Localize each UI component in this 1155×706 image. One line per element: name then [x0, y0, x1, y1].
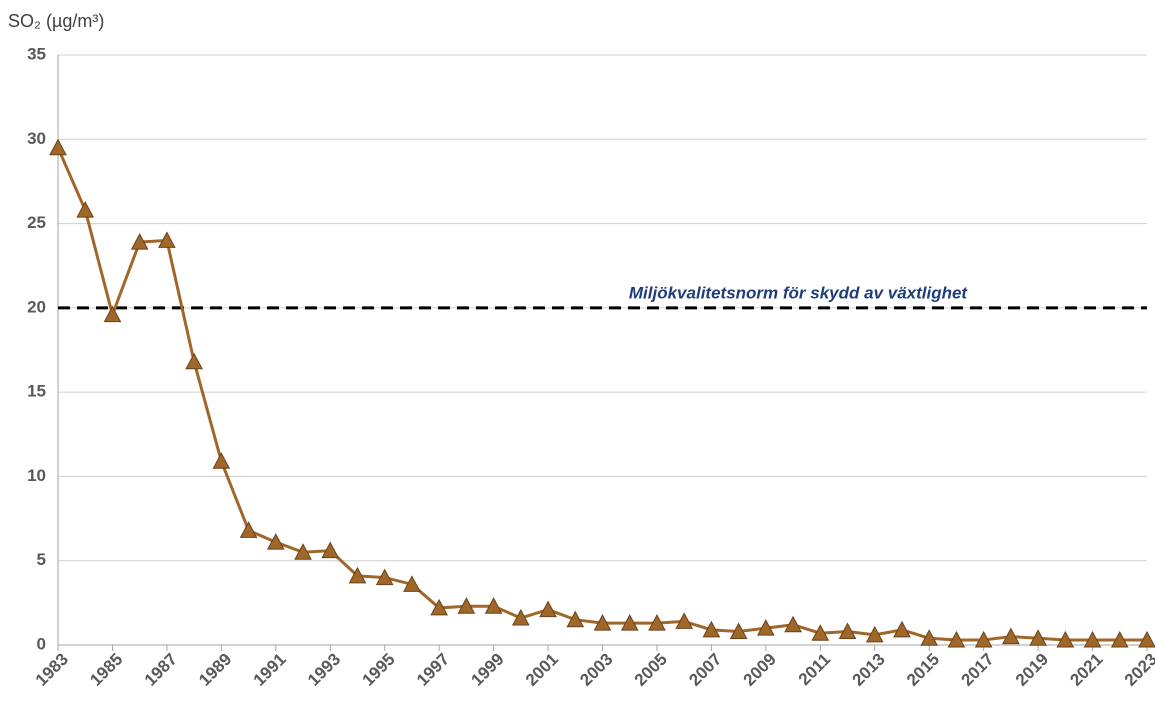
data-marker: [49, 138, 67, 156]
data-marker: [294, 543, 312, 560]
y-tick-label: 10: [27, 466, 46, 485]
x-tick-label: 1985: [86, 650, 126, 690]
data-marker: [1029, 629, 1047, 646]
data-marker: [539, 600, 557, 618]
data-marker: [266, 533, 285, 550]
x-tick-label: 2001: [522, 650, 562, 690]
data-marker: [729, 622, 748, 640]
data-marker: [1002, 627, 1020, 645]
x-tick-label: 2011: [795, 650, 835, 690]
data-marker: [348, 566, 367, 584]
data-marker: [321, 541, 340, 559]
data-line: [56, 147, 1147, 642]
data-marker: [784, 615, 802, 633]
x-tick-label: 1989: [195, 650, 235, 690]
x-tick-label: 2005: [631, 650, 671, 690]
x-tick-label: 1999: [467, 650, 507, 690]
y-tick-label: 5: [37, 550, 46, 569]
x-tick-label: 1987: [141, 650, 181, 690]
data-marker: [158, 231, 176, 248]
x-tick-label: 2013: [849, 650, 889, 690]
x-tick-label: 1983: [32, 650, 72, 690]
x-tick-label: 2003: [576, 650, 616, 690]
data-marker: [484, 597, 503, 614]
x-tick-label: 1993: [304, 650, 344, 690]
data-marker: [430, 598, 448, 616]
data-marker: [620, 614, 639, 631]
y-tick-label: 15: [27, 382, 46, 401]
data-marker: [185, 352, 203, 370]
data-marker: [1138, 630, 1155, 648]
y-tick-label: 30: [27, 129, 46, 148]
x-tick-label: 1995: [359, 650, 399, 690]
data-marker: [947, 630, 966, 648]
x-tick-label: 2007: [685, 650, 725, 690]
y-axis-label: SO₂ (µg/m³): [8, 11, 104, 31]
x-tick-label: 1997: [413, 650, 453, 690]
data-marker: [76, 201, 95, 218]
reference-label: Miljökvalitetsnorm för skydd av växtligh…: [629, 283, 969, 302]
data-marker: [838, 622, 857, 640]
data-marker: [811, 624, 830, 641]
x-tick-label: 2021: [1066, 650, 1106, 690]
x-tick-label: 2009: [740, 650, 780, 690]
y-tick-label: 35: [27, 44, 46, 63]
data-marker: [375, 568, 394, 586]
y-tick-label: 20: [27, 297, 46, 316]
data-marker: [974, 630, 993, 648]
x-tick-label: 2023: [1121, 650, 1155, 690]
x-tick-label: 2019: [1012, 650, 1052, 690]
data-marker: [648, 614, 666, 631]
data-marker: [702, 620, 721, 638]
data-marker: [566, 610, 585, 628]
data-marker: [865, 625, 884, 643]
x-tick-label: 2015: [903, 650, 943, 690]
data-marker: [1110, 630, 1129, 648]
data-marker: [103, 305, 122, 323]
data-marker: [212, 452, 231, 469]
x-tick-label: 2017: [957, 650, 997, 690]
data-marker: [457, 597, 476, 614]
data-marker: [893, 620, 911, 638]
data-marker: [403, 575, 421, 592]
data-marker: [757, 619, 775, 636]
data-marker: [511, 608, 530, 626]
data-marker: [920, 629, 939, 646]
data-marker: [675, 612, 694, 629]
y-tick-label: 0: [37, 634, 46, 653]
data-marker: [239, 521, 258, 538]
x-tick-label: 1991: [250, 650, 290, 690]
y-tick-label: 25: [27, 213, 46, 232]
data-marker: [593, 614, 612, 631]
data-marker: [130, 233, 149, 250]
data-marker: [1056, 630, 1075, 648]
data-marker: [1083, 630, 1102, 648]
